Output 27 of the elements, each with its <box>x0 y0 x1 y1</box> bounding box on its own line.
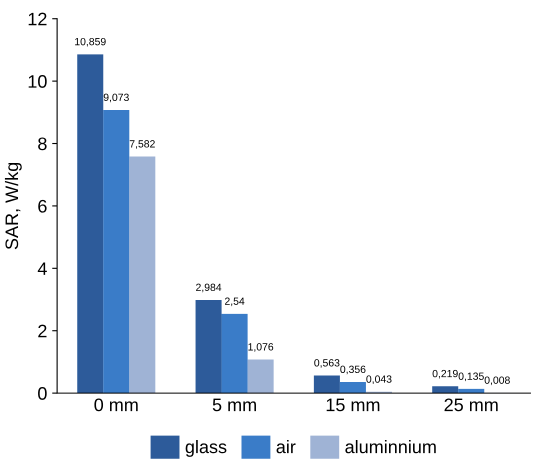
data-label: 2,984 <box>196 284 222 292</box>
data-label: 0,219 <box>432 370 458 379</box>
y-axis-title: SAR, W/kg <box>4 162 22 250</box>
y-tick-label: 12 <box>28 12 46 26</box>
data-label: 10,859 <box>75 38 106 47</box>
data-label: 1,076 <box>248 343 274 352</box>
y-tick-label: 10 <box>28 75 47 88</box>
data-label: 9,073 <box>104 94 129 102</box>
x-tick-label: 15 mm <box>326 398 380 412</box>
y-tick-label: 8 <box>38 137 47 150</box>
legend-label: glass <box>186 440 226 457</box>
x-tick-label: 5 mm <box>212 398 256 412</box>
data-label: 0,563 <box>314 359 340 368</box>
legend-label: aluminnium <box>345 440 436 454</box>
data-label: 0,008 <box>484 376 510 386</box>
data-label: 2,54 <box>224 297 244 306</box>
y-tick-label: 0 <box>38 387 47 400</box>
legend-label: air <box>276 440 296 454</box>
y-tick-label: 4 <box>38 262 47 275</box>
data-label: 0,135 <box>458 372 484 382</box>
data-label: 0,043 <box>366 375 392 384</box>
data-label: 7,582 <box>130 140 155 149</box>
x-tick-label: 25 mm <box>444 398 498 412</box>
x-tick-label: 0 mm <box>94 398 138 412</box>
data-label: 0,356 <box>340 366 366 374</box>
y-tick-label: 6 <box>38 200 47 213</box>
y-tick-label: 2 <box>38 324 46 338</box>
